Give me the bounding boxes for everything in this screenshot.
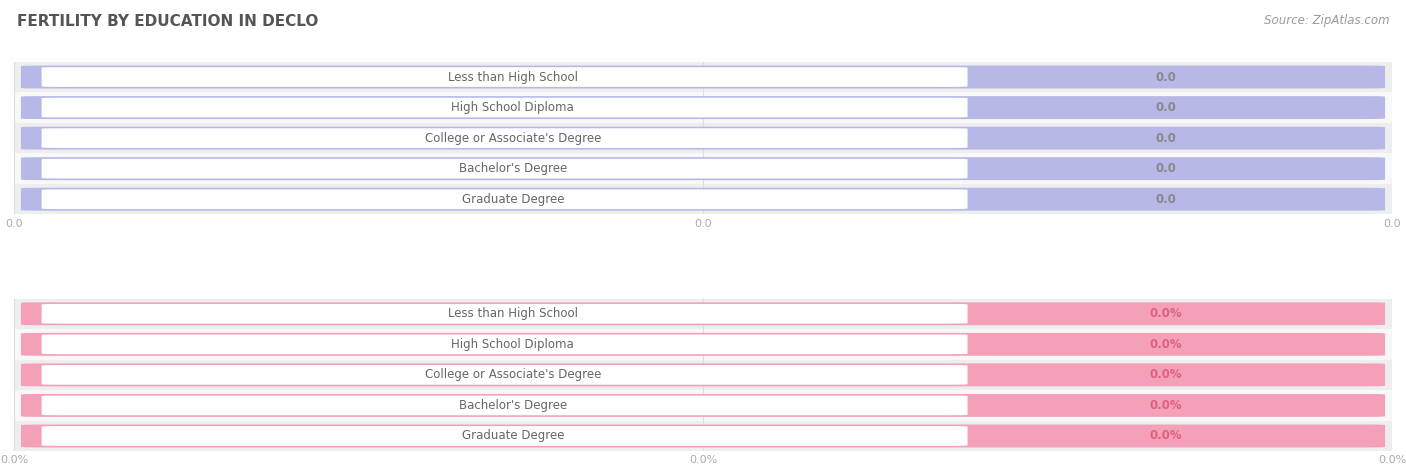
FancyBboxPatch shape: [21, 96, 1385, 119]
FancyBboxPatch shape: [21, 188, 1385, 211]
FancyBboxPatch shape: [21, 333, 1385, 356]
Bar: [14, 153, 1392, 184]
Text: 0.0%: 0.0%: [1150, 338, 1182, 351]
Text: College or Associate's Degree: College or Associate's Degree: [425, 369, 600, 381]
Bar: [14, 92, 1392, 123]
FancyBboxPatch shape: [21, 363, 1385, 386]
FancyBboxPatch shape: [21, 157, 1385, 180]
Text: Less than High School: Less than High School: [449, 70, 578, 84]
Text: Bachelor's Degree: Bachelor's Degree: [458, 399, 567, 412]
FancyBboxPatch shape: [21, 425, 1385, 447]
Text: College or Associate's Degree: College or Associate's Degree: [425, 132, 600, 144]
Text: 0.0: 0.0: [1156, 70, 1177, 84]
FancyBboxPatch shape: [21, 66, 1385, 88]
Text: 0.0%: 0.0%: [1150, 369, 1182, 381]
Text: FERTILITY BY EDUCATION IN DECLO: FERTILITY BY EDUCATION IN DECLO: [17, 14, 318, 29]
FancyBboxPatch shape: [42, 190, 967, 209]
Text: Graduate Degree: Graduate Degree: [461, 193, 564, 206]
Bar: [14, 421, 1392, 451]
Bar: [14, 123, 1392, 153]
FancyBboxPatch shape: [42, 334, 967, 354]
Bar: [14, 298, 1392, 329]
Text: 0.0%: 0.0%: [1150, 307, 1182, 320]
Bar: [14, 184, 1392, 215]
Text: 0.0: 0.0: [1156, 132, 1177, 144]
Text: High School Diploma: High School Diploma: [451, 338, 574, 351]
Text: Source: ZipAtlas.com: Source: ZipAtlas.com: [1264, 14, 1389, 27]
Text: 0.0: 0.0: [1156, 162, 1177, 175]
FancyBboxPatch shape: [42, 365, 967, 385]
FancyBboxPatch shape: [42, 67, 967, 87]
Text: Less than High School: Less than High School: [449, 307, 578, 320]
FancyBboxPatch shape: [42, 159, 967, 179]
FancyBboxPatch shape: [42, 426, 967, 446]
Bar: [14, 329, 1392, 360]
FancyBboxPatch shape: [21, 127, 1385, 150]
FancyBboxPatch shape: [21, 394, 1385, 417]
Bar: [14, 390, 1392, 421]
FancyBboxPatch shape: [42, 396, 967, 415]
Text: 0.0: 0.0: [1156, 193, 1177, 206]
FancyBboxPatch shape: [42, 98, 967, 117]
Text: 0.0%: 0.0%: [1150, 399, 1182, 412]
FancyBboxPatch shape: [42, 304, 967, 323]
FancyBboxPatch shape: [21, 302, 1385, 325]
Text: 0.0: 0.0: [1156, 101, 1177, 114]
Text: Graduate Degree: Graduate Degree: [461, 429, 564, 443]
Text: Bachelor's Degree: Bachelor's Degree: [458, 162, 567, 175]
Text: 0.0%: 0.0%: [1150, 429, 1182, 443]
Bar: [14, 62, 1392, 92]
Bar: [14, 360, 1392, 390]
Text: High School Diploma: High School Diploma: [451, 101, 574, 114]
FancyBboxPatch shape: [42, 128, 967, 148]
